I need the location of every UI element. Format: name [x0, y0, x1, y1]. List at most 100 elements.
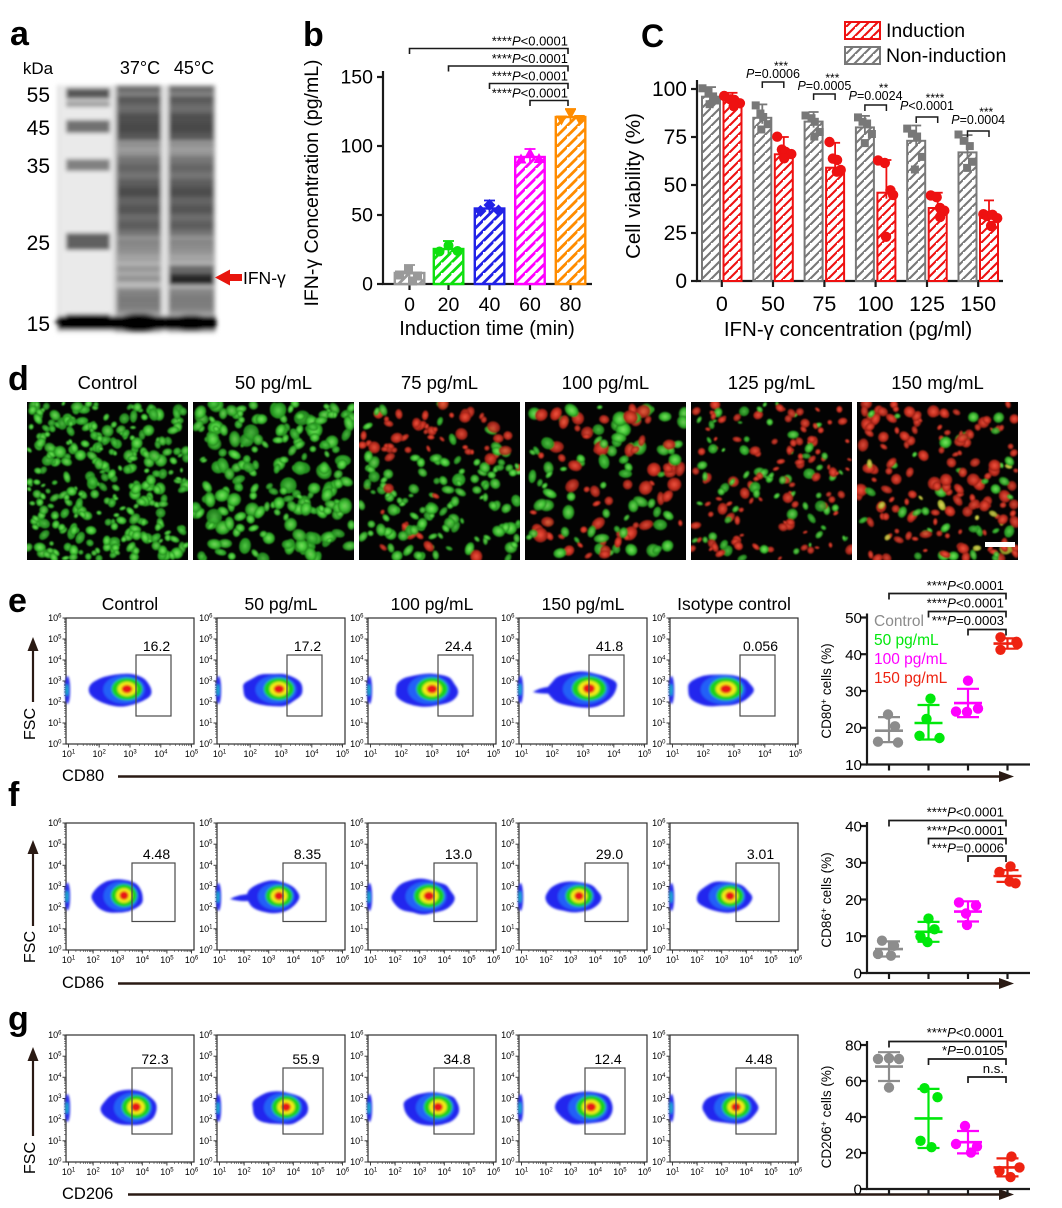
svg-text:106: 106 [487, 955, 501, 965]
svg-text:103: 103 [413, 955, 427, 965]
svg-text:55.9: 55.9 [292, 1051, 319, 1067]
svg-text:104: 104 [199, 860, 213, 870]
svg-text:104: 104 [740, 955, 754, 965]
svg-text:102: 102 [501, 1115, 515, 1125]
svg-text:0.056: 0.056 [743, 638, 778, 654]
svg-text:CD206: CD206 [62, 1185, 113, 1203]
svg-text:24.4: 24.4 [445, 638, 472, 654]
svg-text:102: 102 [652, 697, 666, 707]
svg-text:104: 104 [607, 749, 621, 759]
svg-text:105: 105 [764, 955, 778, 965]
svg-text:106: 106 [789, 955, 803, 965]
svg-text:16.2: 16.2 [143, 638, 170, 654]
svg-text:0: 0 [854, 966, 862, 983]
svg-text:105: 105 [199, 1051, 213, 1061]
svg-text:104: 104 [501, 655, 515, 665]
svg-text:105: 105 [311, 1167, 325, 1177]
svg-text:150: 150 [340, 67, 373, 89]
svg-text:105: 105 [311, 955, 325, 965]
svg-text:20: 20 [438, 294, 460, 316]
svg-text:35: 35 [27, 155, 50, 178]
svg-text:105: 105 [336, 749, 350, 759]
svg-text:125 pg/mL: 125 pg/mL [728, 372, 815, 393]
svg-text:106: 106 [501, 1030, 515, 1040]
svg-text:102: 102 [501, 903, 515, 913]
svg-text:75: 75 [812, 292, 836, 316]
svg-text:10: 10 [845, 929, 862, 946]
svg-text:CD206+ cells (%): CD206+ cells (%) [819, 1066, 834, 1169]
svg-text:****P<0.0001: ****P<0.0001 [492, 51, 568, 66]
svg-text:101: 101 [501, 924, 515, 934]
svg-text:50: 50 [351, 205, 373, 227]
svg-text:106: 106 [336, 955, 350, 965]
svg-text:106: 106 [336, 1167, 350, 1177]
svg-text:10: 10 [845, 757, 862, 774]
svg-text:102: 102 [652, 1115, 666, 1125]
svg-text:102: 102 [350, 697, 364, 707]
svg-text:100: 100 [350, 1157, 364, 1167]
svg-text:103: 103 [715, 955, 729, 965]
svg-text:Isotype control: Isotype control [677, 594, 791, 614]
svg-text:104: 104 [501, 1072, 515, 1082]
svg-text:102: 102 [199, 1115, 213, 1125]
svg-text:60: 60 [519, 294, 541, 316]
svg-text:105: 105 [487, 749, 501, 759]
svg-text:4.48: 4.48 [143, 846, 170, 862]
svg-text:105: 105 [652, 634, 666, 644]
svg-text:CD80+ cells (%): CD80+ cells (%) [819, 643, 834, 738]
svg-text:*P=0.0105: *P=0.0105 [942, 1043, 1004, 1058]
svg-text:Control: Control [874, 613, 924, 630]
svg-text:CD86: CD86 [62, 974, 104, 992]
svg-text:102: 102 [690, 955, 704, 965]
svg-text:106: 106 [350, 818, 364, 828]
svg-text:3.01: 3.01 [747, 846, 774, 862]
svg-text:***: *** [774, 59, 788, 73]
svg-text:101: 101 [501, 718, 515, 728]
svg-text:102: 102 [350, 903, 364, 913]
svg-text:105: 105 [185, 749, 199, 759]
svg-text:103: 103 [652, 882, 666, 892]
svg-text:40: 40 [845, 819, 862, 836]
svg-text:101: 101 [666, 955, 680, 965]
svg-text:106: 106 [638, 1167, 652, 1177]
svg-text:100: 100 [199, 945, 213, 955]
svg-text:100 pg/mL: 100 pg/mL [562, 372, 649, 393]
svg-text:103: 103 [199, 1094, 213, 1104]
svg-text:102: 102 [48, 697, 62, 707]
svg-text:102: 102 [244, 749, 258, 759]
svg-text:103: 103 [501, 676, 515, 686]
svg-text:0: 0 [404, 294, 415, 316]
svg-text:103: 103 [262, 1167, 276, 1177]
svg-text:****P<0.0001: ****P<0.0001 [927, 823, 1004, 838]
svg-text:105: 105 [350, 634, 364, 644]
svg-text:104: 104 [136, 1167, 150, 1177]
svg-text:103: 103 [48, 1094, 62, 1104]
svg-text:100: 100 [340, 136, 373, 158]
svg-text:104: 104 [652, 655, 666, 665]
svg-text:Induction time (min): Induction time (min) [399, 318, 575, 340]
svg-text:25: 25 [27, 232, 50, 255]
svg-text:104: 104 [758, 749, 772, 759]
svg-text:104: 104 [350, 655, 364, 665]
svg-text:72.3: 72.3 [141, 1051, 168, 1067]
svg-text:a: a [10, 15, 30, 53]
svg-text:106: 106 [48, 1030, 62, 1040]
svg-text:50: 50 [761, 292, 785, 316]
svg-text:106: 106 [652, 1030, 666, 1040]
svg-text:106: 106 [199, 613, 213, 623]
svg-text:IFN-γ Concentration (pg/mL): IFN-γ Concentration (pg/mL) [301, 59, 323, 306]
svg-text:FSC: FSC [22, 708, 39, 740]
svg-text:125: 125 [909, 292, 945, 316]
svg-text:101: 101 [350, 924, 364, 934]
svg-text:****: **** [926, 91, 945, 105]
svg-text:104: 104 [154, 749, 168, 759]
svg-text:37°C: 37°C [120, 58, 160, 78]
svg-text:103: 103 [350, 676, 364, 686]
svg-text:102: 102 [501, 697, 515, 707]
svg-text:****P<0.0001: ****P<0.0001 [927, 805, 1004, 820]
svg-text:106: 106 [638, 955, 652, 965]
svg-text:15: 15 [27, 313, 50, 336]
svg-text:103: 103 [350, 1094, 364, 1104]
svg-text:40: 40 [845, 1110, 862, 1127]
svg-text:P=0.0024: P=0.0024 [849, 89, 903, 103]
